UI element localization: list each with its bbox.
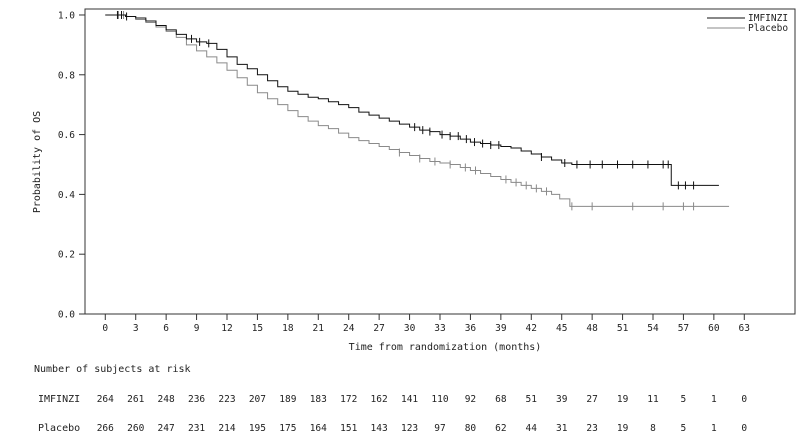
risk-value-imfinzi: 223 xyxy=(218,394,235,405)
risk-value-imfinzi: 189 xyxy=(279,394,296,405)
risk-value-imfinzi: 248 xyxy=(158,394,175,405)
x-tick-label: 6 xyxy=(163,323,169,334)
risk-value-imfinzi: 207 xyxy=(249,394,266,405)
x-tick-label: 21 xyxy=(313,323,325,334)
legend-placebo-label: Placebo xyxy=(748,23,788,34)
y-axis: 0.0 0.2 0.4 0.6 0.8 1.0 xyxy=(58,10,85,321)
risk-value-placebo: 23 xyxy=(586,423,597,434)
risk-value-imfinzi: 51 xyxy=(526,394,538,405)
risk-value-imfinzi: 5 xyxy=(681,394,687,405)
x-axis: 0 3 6 9 12 15 18 21 24 27 30 33 36 39 42 45 48 51 54 57 60 63 xyxy=(102,314,750,334)
risk-value-placebo: 97 xyxy=(434,423,445,434)
risk-value-placebo: 44 xyxy=(526,423,538,434)
x-tick-label: 0 xyxy=(102,323,108,334)
risk-value-imfinzi: 19 xyxy=(617,394,629,405)
risk-value-placebo: 19 xyxy=(617,423,629,434)
risk-value-imfinzi: 172 xyxy=(340,394,357,405)
risk-value-placebo: 31 xyxy=(556,423,568,434)
x-tick-label: 48 xyxy=(586,323,598,334)
x-tick-label: 27 xyxy=(373,323,384,334)
risk-value-placebo: 164 xyxy=(310,423,327,434)
x-tick-label: 33 xyxy=(434,323,445,334)
risk-value-imfinzi: 39 xyxy=(556,394,568,405)
y-tick-label: 0.6 xyxy=(58,130,75,141)
km-curve-placebo xyxy=(105,14,730,207)
y-tick-label: 1.0 xyxy=(58,10,75,21)
x-tick-label: 57 xyxy=(678,323,689,334)
legend-imfinzi-label: IMFINZI xyxy=(748,13,788,24)
y-tick-label: 0.2 xyxy=(58,250,75,261)
x-tick-label: 60 xyxy=(708,323,720,334)
y-axis-label: Probability of OS xyxy=(32,111,43,213)
risk-value-imfinzi: 236 xyxy=(188,394,205,405)
x-tick-label: 24 xyxy=(343,323,355,334)
risk-value-placebo: 80 xyxy=(465,423,477,434)
risk-value-placebo: 5 xyxy=(681,423,687,434)
y-tick-label: 0.4 xyxy=(58,190,75,201)
risk-table-heading: Number of subjects at risk xyxy=(34,364,191,375)
risk-value-placebo: 266 xyxy=(97,423,114,434)
risk-value-imfinzi: 11 xyxy=(647,394,659,405)
risk-value-imfinzi: 141 xyxy=(401,394,418,405)
risk-value-placebo: 62 xyxy=(495,423,506,434)
series-layer xyxy=(105,10,730,211)
x-tick-label: 3 xyxy=(133,323,139,334)
risk-value-placebo: 8 xyxy=(650,423,656,434)
risk-value-placebo: 231 xyxy=(188,423,205,434)
risk-value-placebo: 175 xyxy=(279,423,296,434)
legend: IMFINZI Placebo xyxy=(707,13,788,34)
risk-table-values: 264 261 248 236 223 207 189 183 172 162 141 110 92 68… xyxy=(97,394,748,434)
x-tick-label: 9 xyxy=(194,323,200,334)
risk-value-placebo: 214 xyxy=(218,423,235,434)
x-tick-label: 42 xyxy=(526,323,537,334)
risk-value-imfinzi: 92 xyxy=(465,394,476,405)
risk-row-label-placebo: Placebo xyxy=(38,423,80,434)
x-tick-label: 36 xyxy=(465,323,477,334)
risk-value-placebo: 143 xyxy=(371,423,388,434)
risk-value-imfinzi: 264 xyxy=(97,394,114,405)
y-tick-label: 0.0 xyxy=(58,310,75,321)
risk-value-imfinzi: 162 xyxy=(371,394,388,405)
y-tick-label: 0.8 xyxy=(58,70,75,81)
risk-value-placebo: 1 xyxy=(711,423,717,434)
risk-value-imfinzi: 261 xyxy=(127,394,144,405)
x-tick-label: 54 xyxy=(647,323,659,334)
x-tick-label: 15 xyxy=(252,323,263,334)
risk-value-placebo: 123 xyxy=(401,423,418,434)
risk-value-placebo: 247 xyxy=(158,423,175,434)
risk-value-imfinzi: 27 xyxy=(586,394,597,405)
risk-value-placebo: 151 xyxy=(340,423,357,434)
risk-value-imfinzi: 0 xyxy=(741,394,747,405)
km-curve-imfinzi xyxy=(105,14,719,186)
x-axis-label: Time from randomization (months) xyxy=(349,342,542,353)
risk-value-placebo: 195 xyxy=(249,423,266,434)
x-tick-label: 12 xyxy=(221,323,232,334)
risk-value-placebo: 0 xyxy=(741,423,747,434)
risk-value-imfinzi: 183 xyxy=(310,394,327,405)
risk-row-label-imfinzi: IMFINZI xyxy=(38,394,80,405)
x-tick-label: 63 xyxy=(739,323,750,334)
x-tick-label: 45 xyxy=(556,323,567,334)
x-tick-label: 30 xyxy=(404,323,416,334)
risk-value-imfinzi: 1 xyxy=(711,394,717,405)
risk-value-imfinzi: 110 xyxy=(431,394,448,405)
risk-value-placebo: 260 xyxy=(127,423,144,434)
x-tick-label: 51 xyxy=(617,323,629,334)
x-tick-label: 39 xyxy=(495,323,507,334)
x-tick-label: 18 xyxy=(282,323,294,334)
risk-value-imfinzi: 68 xyxy=(495,394,507,405)
